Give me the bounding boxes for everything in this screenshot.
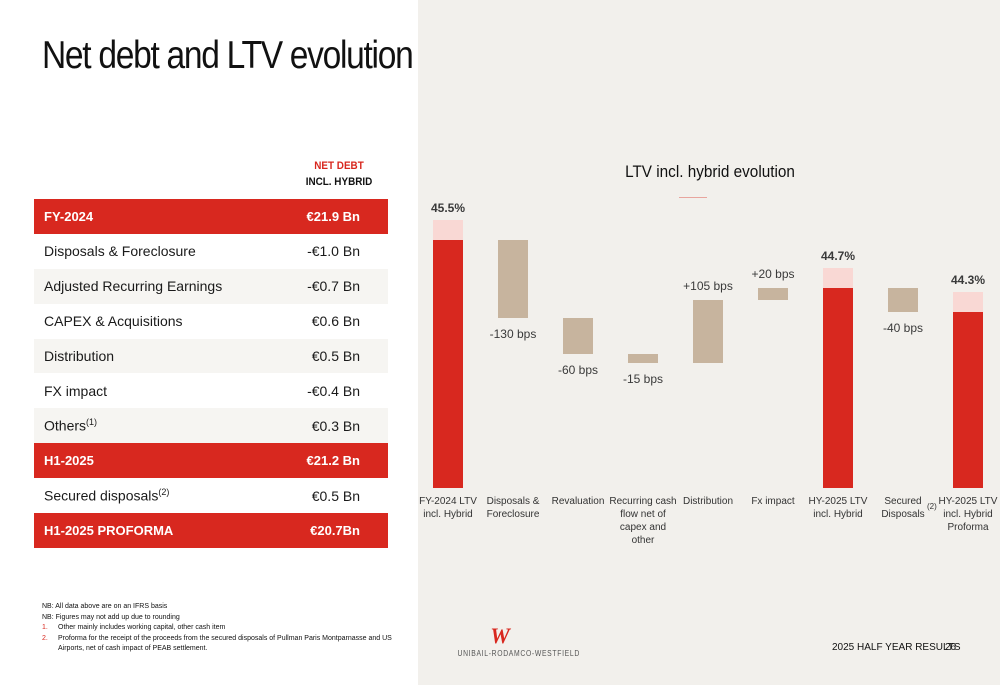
delta-bar-2 [563, 318, 593, 354]
category-label-line: HY-2025 LTV [809, 496, 868, 507]
footer-title: 2025 HALF YEAR RESULTS [832, 642, 961, 653]
category-label-line: Recurring cash [609, 496, 676, 507]
table-row-capex: CAPEX & Acquisitions €0.6 Bn [34, 304, 388, 339]
footnote-item: NB: Figures may not add up due to roundi… [42, 613, 180, 621]
data-label-6: 44.7% [821, 249, 855, 263]
footnote-item: 2. Proforma for the receipt of the procee… [42, 634, 392, 653]
row-value: €20.7Bn [310, 522, 360, 538]
data-label-0: 45.5% [431, 201, 465, 215]
data-label-5: +20 bps [751, 267, 794, 281]
page-number: 26 [945, 642, 957, 653]
category-label-7: Secured Disposals [881, 496, 924, 520]
category-label-6: HY-2025 LTV incl. Hybrid [809, 496, 868, 520]
incl-hybrid-header: INCL. HYBRID [305, 176, 373, 188]
category-label-line: Distribution [683, 496, 733, 507]
data-label-2: -60 bps [558, 363, 598, 377]
total-bar-8 [953, 312, 983, 488]
category-label-line: incl. Hybrid [813, 509, 862, 520]
chart-title: LTV incl. hybrid evolution [625, 162, 795, 181]
footnote-ref: (2) [158, 487, 170, 498]
category-label-1: Disposals & Foreclosure [487, 496, 540, 520]
category-label-0: FY-2024 LTV incl. Hybrid [419, 496, 477, 520]
logo-mark: W [490, 623, 510, 648]
category-label-line: incl. Hybrid [943, 509, 992, 520]
footnote-item: 1. Other mainly includes working capital,… [42, 624, 226, 631]
footnote-ref: (1) [86, 417, 98, 428]
delta-bar-1 [498, 240, 528, 318]
row-label: Adjusted Recurring Earnings [44, 278, 223, 295]
row-label: CAPEX & Acquisitions [44, 313, 183, 330]
ltv-waterfall-chart: 45.5% FY-2024 LTV incl. Hybrid -130 bps Disp… [419, 201, 998, 546]
category-label-line: Foreclosure [487, 509, 540, 520]
row-label: FY-2024 [44, 208, 94, 224]
data-label-7: -40 bps [883, 321, 923, 335]
delta-bar-5 [758, 288, 788, 300]
table-row-fx-impact: FX impact -€0.4 Bn [34, 373, 388, 408]
company-logo: W UNIBAIL-RODAMCO-WESTFIELD [450, 623, 580, 659]
category-label-line: flow net of [620, 509, 666, 520]
row-label: Others(1) [44, 417, 98, 435]
row-label: FX impact [44, 382, 108, 399]
footnote-item: NB: All data above are on an IFRS basis [42, 603, 168, 610]
category-label-line: HY-2025 LTV [939, 496, 998, 507]
table-row-h1-2025: H1-2025 €21.2 Bn [34, 443, 388, 479]
table-row-disposals: Disposals & Foreclosure -€1.0 Bn [34, 234, 388, 269]
category-label-line: Disposals & [487, 496, 540, 507]
category-label-line: Revaluation [552, 496, 605, 507]
category-label-line: Fx impact [751, 496, 795, 507]
total-bar-6 [823, 288, 853, 488]
page-title: Net debt and LTV evolution [42, 34, 414, 77]
row-label: H1-2025 PROFORMA [44, 522, 174, 538]
data-label-3: -15 bps [623, 372, 663, 386]
total-bar-cap-8 [953, 292, 983, 312]
row-label: Distribution [44, 348, 115, 364]
row-value: €0.6 Bn [311, 313, 360, 330]
delta-bar-3 [628, 354, 658, 363]
table-row-distribution: Distribution €0.5 Bn [34, 338, 388, 374]
row-value: €0.5 Bn [311, 487, 360, 504]
net-debt-header: NET DEBT [314, 160, 364, 172]
table-row-fy2024: FY-2024 €21.9 Bn [34, 199, 388, 234]
category-label-4: Distribution [683, 496, 733, 507]
table-row-h1-2025-proforma: H1-2025 PROFORMA €20.7Bn [34, 513, 388, 548]
row-value: -€0.4 Bn [307, 382, 360, 399]
data-label-4: +105 bps [683, 279, 733, 293]
category-label-8: HY-2025 LTV incl. Hybrid Proforma [939, 496, 998, 533]
delta-bar-7 [888, 288, 918, 312]
total-bar-cap-6 [823, 268, 853, 288]
category-label-line: Secured [884, 496, 921, 507]
table-row-recurring-earnings: Adjusted Recurring Earnings -€0.7 Bn [34, 268, 388, 304]
row-value: €0.3 Bn [311, 417, 360, 434]
category-label-line: Disposals [881, 509, 924, 520]
footnotes: NB: All data above are on an IFRS basis … [42, 602, 402, 655]
table-row-secured-disposals: Secured disposals(2) €0.5 Bn [34, 478, 388, 513]
row-value: €21.9 Bn [306, 208, 360, 224]
row-value: €21.2 Bn [306, 453, 360, 469]
category-label-line: incl. Hybrid [423, 509, 472, 520]
net-debt-table: FY-2024 €21.9 Bn Disposals & Foreclosure… [34, 199, 388, 548]
total-bar-cap-0 [433, 220, 463, 240]
category-label-line: FY-2024 LTV [419, 496, 477, 507]
category-label-line: other [632, 535, 655, 546]
row-label: Secured disposals(2) [44, 487, 170, 504]
data-label-1: -130 bps [490, 327, 537, 341]
data-label-8: 44.3% [951, 273, 985, 287]
row-label: H1-2025 [44, 453, 94, 469]
table-row-others: Others(1) €0.3 Bn [34, 408, 388, 444]
category-label-3: Recurring cash flow net of capex and other [609, 496, 676, 546]
category-label-5: Fx impact [751, 496, 795, 507]
total-bar-0 [433, 240, 463, 488]
row-label: Disposals & Foreclosure [44, 243, 196, 260]
category-label-line: capex and [620, 522, 666, 533]
logo-text: UNIBAIL-RODAMCO-WESTFIELD [457, 649, 580, 658]
row-value: €0.5 Bn [311, 348, 360, 364]
row-value: -€0.7 Bn [307, 278, 360, 295]
delta-bar-4 [693, 300, 723, 363]
row-value: -€1.0 Bn [307, 243, 360, 260]
category-footnote-7: (2) [927, 502, 937, 511]
category-label-2: Revaluation [552, 496, 605, 507]
title-underline [679, 197, 707, 198]
category-label-line: Proforma [947, 522, 989, 533]
